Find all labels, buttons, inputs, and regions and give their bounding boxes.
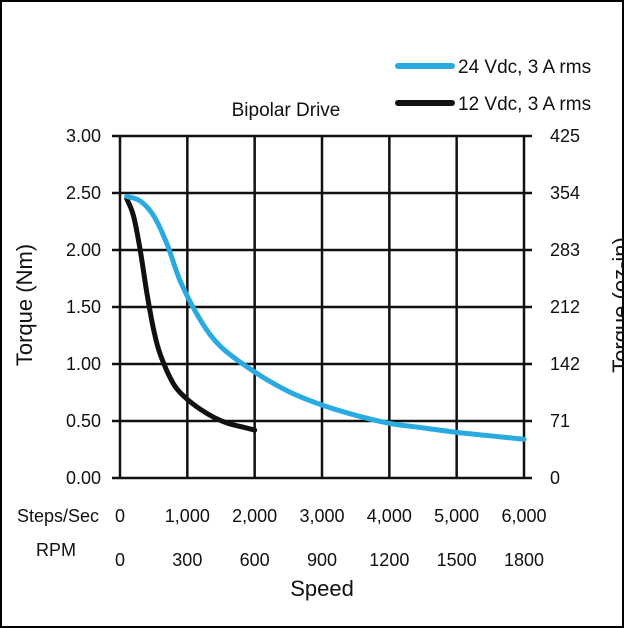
y-tick-label: 1.50 [66,297,101,317]
x-tick-label: 0 [115,506,125,526]
y-tick-label: 0.00 [66,468,101,488]
x2-tick-label: 300 [172,550,202,570]
x-tick-label: 4,000 [367,506,412,526]
x2-tick-label: 900 [307,550,337,570]
chart-title: Bipolar Drive [232,100,341,121]
x2-tick-label: 0 [115,550,125,570]
y-tick-label: 2.00 [66,240,101,260]
y2-tick-label: 71 [550,411,570,431]
y2-tick-label: 425 [550,126,580,146]
series-line-24v [124,193,527,442]
x-axis-unit-steps: Steps/Sec [17,506,99,526]
x-tick-label: 6,000 [501,506,546,526]
x2-tick-label: 1500 [437,550,477,570]
y2-tick-label: 142 [550,354,580,374]
y-axis-title-right: Torque (oz-in) [608,237,624,373]
legend: 24 Vdc, 3 A rms 12 Vdc, 3 A rms [395,57,591,115]
y-tick-label: 0.50 [66,411,101,431]
series-line-12v [124,196,258,433]
y-tick-label: 2.50 [66,183,101,203]
x-axis-unit-rpm: RPM [36,540,76,560]
x2-tick-label: 600 [240,550,270,570]
series-lines [124,193,527,442]
x-axis-title: Speed [290,576,354,601]
axis-ticks: 0.00 0.50 1.00 1.50 2.00 2.50 3.00 0 71 142 212 283… [66,126,580,570]
y2-tick-label: 354 [550,183,580,203]
grid [112,134,532,480]
x2-tick-label: 1200 [369,550,409,570]
y2-tick-label: 0 [550,468,560,488]
legend-label-12v: 12 Vdc, 3 A rms [458,94,591,115]
x-tick-label: 1,000 [165,506,210,526]
y-tick-label: 1.00 [66,354,101,374]
x-tick-label: 2,000 [232,506,277,526]
x-tick-label: 5,000 [434,506,479,526]
y2-tick-label: 212 [550,297,580,317]
x2-tick-label: 1800 [504,550,544,570]
x-tick-label: 3,000 [299,506,344,526]
y-axis-title-left: Torque (Nm) [12,244,37,366]
y2-tick-label: 283 [550,240,580,260]
legend-label-24v: 24 Vdc, 3 A rms [458,57,591,78]
y-tick-label: 3.00 [66,126,101,146]
